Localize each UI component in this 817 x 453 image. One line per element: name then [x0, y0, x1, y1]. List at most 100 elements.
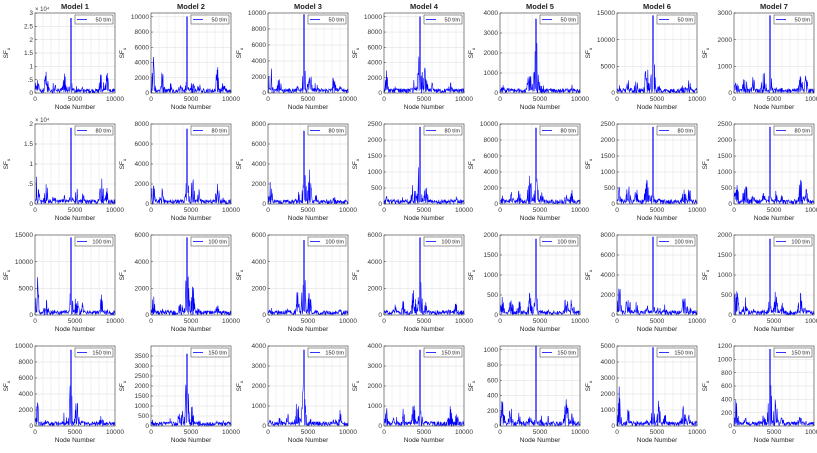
x-axis-label: Node Number [171, 437, 212, 444]
y-tick-label: 3500 [135, 353, 150, 360]
y-tick-label: 0 [378, 201, 382, 208]
x-tick-label: 5000 [184, 318, 199, 325]
x-axis-label: Node Number [754, 437, 795, 444]
y-tick-label: 2000 [252, 181, 267, 188]
legend: 80 t/m [307, 125, 347, 136]
legend-label: 100 t/m [92, 240, 111, 246]
y-tick-label: 200 [487, 408, 498, 415]
legend-box [190, 236, 230, 247]
x-tick-label: 10000 [339, 318, 357, 325]
y-tick-label: 1000 [484, 70, 499, 77]
y-tick-label: 3000 [484, 30, 499, 37]
y-tick-label: 10000 [248, 10, 266, 17]
y-tick-label: 4000 [368, 60, 383, 67]
y-tick-label: 2000 [718, 232, 733, 239]
legend-label: 50 t/m [444, 18, 460, 24]
y-tick-label: 800 [487, 362, 498, 369]
y-axis-label: SFu [468, 269, 476, 280]
y-tick-label: 500 [138, 413, 149, 420]
legend: 80 t/m [539, 125, 579, 136]
y-tick-label: 3000 [252, 363, 267, 370]
legend: 100 t/m [773, 236, 813, 247]
x-tick-label: 10000 [805, 207, 817, 214]
legend: 100 t/m [307, 236, 347, 247]
y-axis-label: SFu [468, 158, 476, 169]
y-axis-label: SFu [702, 47, 710, 58]
y-axis-label-sub: u [355, 269, 360, 272]
y-tick-label: 6000 [135, 232, 150, 239]
y-axis-label-sub: u [588, 158, 593, 161]
subplot: 0 1000 2000 3000 4000 0 5000 10000 Node Number SF… [236, 343, 357, 444]
legend-box [773, 125, 813, 136]
x-axis-label: Node Number [754, 104, 795, 111]
legend-box [74, 125, 114, 136]
series-line [733, 15, 815, 94]
y-tick-label: 0 [728, 312, 732, 319]
x-tick-label: 5000 [767, 429, 782, 436]
x-tick-label: 10000 [688, 207, 706, 214]
x-tick-label: 10000 [222, 318, 240, 325]
y-axis-label: SFu [236, 269, 244, 280]
legend: 80 t/m [656, 125, 696, 136]
y-tick-label: 8000 [135, 29, 150, 36]
x-tick-label: 0 [266, 207, 270, 214]
legend: 100 t/m [539, 236, 579, 247]
x-tick-label: 5000 [417, 318, 432, 325]
x-tick-label: 5000 [301, 429, 316, 436]
y-tick-label: 1000 [601, 407, 616, 414]
x-tick-label: 10000 [339, 207, 357, 214]
x-tick-label: 0 [33, 207, 37, 214]
x-axis-label: Node Number [55, 437, 96, 444]
x-tick-label: 5000 [184, 207, 199, 214]
y-tick-label: 1500 [135, 393, 150, 400]
column-title: Model 5 [526, 2, 554, 11]
x-tick-label: 0 [615, 96, 619, 103]
subplot: 0 1000 2000 3000 4000 0 5000 10000 Node Number SF… [352, 343, 473, 444]
legend-label: 150 t/m [441, 351, 460, 357]
y-tick-label: 2500 [601, 121, 616, 128]
y-tick-label: 1 [29, 64, 33, 71]
y-axis-label-main: SF [352, 161, 359, 169]
series-line [616, 15, 698, 94]
x-axis-label: Node Number [288, 326, 329, 333]
legend-box [74, 236, 114, 247]
y-tick-label: 2000 [368, 383, 383, 390]
axis-exponent: × 10⁴ [35, 6, 50, 13]
y-tick-label: 0 [378, 423, 382, 430]
x-axis-label: Node Number [404, 104, 445, 111]
y-axis-label-sub: u [705, 158, 710, 161]
legend-label: 80 t/m [328, 129, 344, 135]
y-tick-label: 4000 [19, 391, 34, 398]
y-tick-label: 1000 [718, 169, 733, 176]
subplot: 0 500 1000 1500 2000 2500 0 5000 10000 Node Numbe… [352, 121, 473, 222]
series-line [34, 349, 116, 427]
legend: 150 t/m [539, 347, 579, 358]
legend-label: 100 t/m [208, 240, 227, 246]
y-tick-label: 2500 [368, 121, 383, 128]
y-tick-label: 2000 [19, 407, 34, 414]
y-axis-label: SFu [119, 158, 127, 169]
y-axis-label: SFu [3, 269, 11, 280]
y-axis-label-sub: u [355, 380, 360, 383]
x-tick-label: 10000 [339, 429, 357, 436]
legend-box [656, 236, 696, 247]
y-tick-label: 2000 [252, 286, 267, 293]
legend-box [656, 125, 696, 136]
legend: 50 t/m [656, 14, 696, 25]
y-axis-label: SFu [585, 47, 593, 58]
y-tick-label: 0 [378, 90, 382, 97]
y-axis-label: SFu [352, 380, 360, 391]
x-tick-label: 0 [498, 207, 502, 214]
x-tick-label: 5000 [68, 96, 83, 103]
y-tick-label: 0 [611, 90, 615, 97]
y-tick-label: 4000 [252, 161, 267, 168]
legend: 150 t/m [656, 347, 696, 358]
legend: 50 t/m [190, 14, 230, 25]
legend-label: 50 t/m [677, 18, 693, 24]
column-title: Model 7 [760, 2, 788, 11]
y-tick-label: 1500 [718, 153, 733, 160]
column-title: Model 1 [61, 2, 89, 11]
x-tick-label: 0 [382, 207, 386, 214]
